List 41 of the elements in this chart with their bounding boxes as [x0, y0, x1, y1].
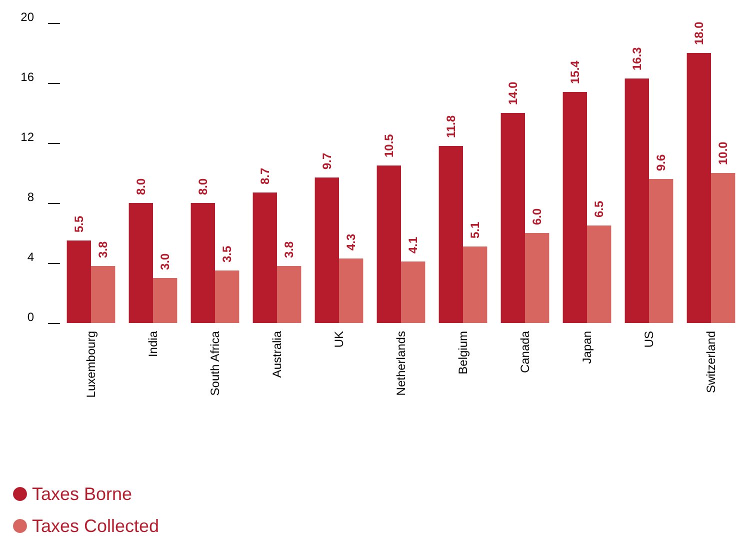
data-label: 8.7 — [258, 167, 272, 184]
data-label: 10.0 — [716, 141, 730, 165]
x-tick-label: Netherlands — [394, 331, 408, 396]
y-tick-label: 16 — [20, 70, 34, 84]
x-tick-label: US — [642, 331, 656, 348]
x-tick-label: India — [146, 330, 160, 358]
data-label: 5.5 — [72, 215, 86, 232]
data-label: 9.7 — [320, 152, 334, 170]
x-tick-label: Canada — [518, 330, 532, 374]
data-label: 10.5 — [382, 134, 396, 158]
x-tick-label: Japan — [580, 331, 594, 364]
data-label: 15.4 — [568, 60, 582, 84]
y-tick-label: 0 — [27, 310, 34, 324]
data-label: 6.5 — [592, 200, 606, 218]
y-tick-label: 4 — [27, 250, 34, 264]
x-tick-label: UK — [332, 331, 346, 348]
y-tick-label: 8 — [27, 190, 34, 204]
y-tick-label: 20 — [20, 10, 34, 24]
data-label: 8.0 — [196, 178, 210, 195]
data-label: 5.1 — [468, 221, 482, 238]
data-label: 4.1 — [406, 236, 420, 254]
data-label: 8.0 — [134, 178, 148, 195]
data-label: 3.8 — [282, 240, 296, 258]
data-label: 6.0 — [530, 208, 544, 225]
data-label: 3.0 — [158, 252, 172, 270]
x-tick-label: Luxembourg — [84, 331, 98, 398]
data-label: 11.8 — [444, 114, 458, 138]
data-label: 14.0 — [506, 81, 520, 105]
data-label: 3.5 — [220, 245, 234, 262]
data-label: 9.6 — [654, 154, 668, 171]
data-label: 16.3 — [630, 46, 644, 70]
data-label: 18.0 — [692, 21, 706, 45]
data-label: 4.3 — [344, 233, 358, 250]
x-tick-label: South Africa — [208, 330, 222, 396]
x-tick-label: Switzerland — [704, 331, 718, 394]
x-tick-label: Australia — [270, 330, 284, 378]
y-tick-label: 12 — [20, 130, 34, 144]
legend-label: Taxes Borne — [32, 484, 132, 504]
data-label: 3.8 — [96, 240, 110, 258]
legend-label: Taxes Collected — [32, 516, 160, 536]
x-tick-label: Belgium — [456, 331, 470, 374]
